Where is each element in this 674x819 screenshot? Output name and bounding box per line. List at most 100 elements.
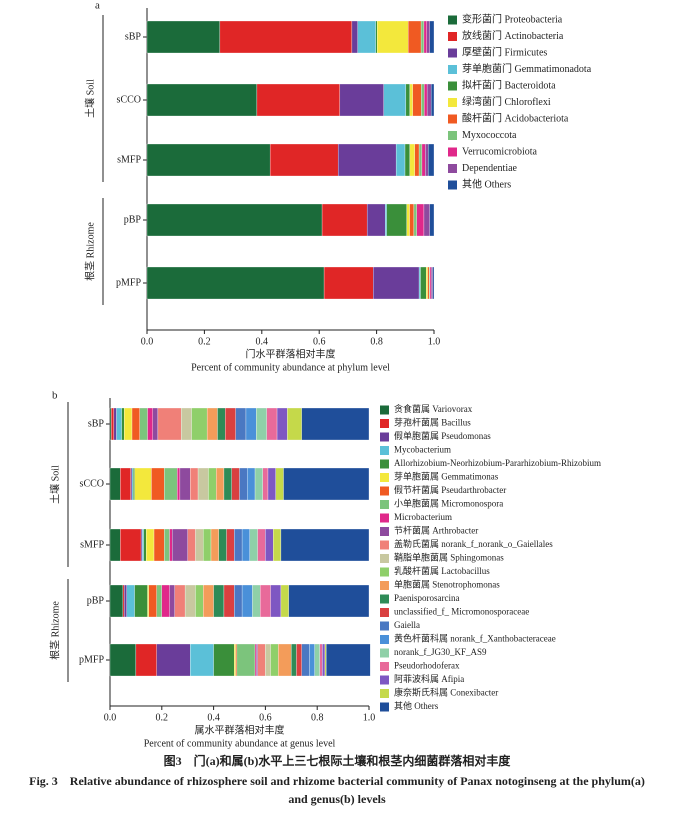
bar-segment [236,643,256,677]
y-tick-label: sBP [88,418,105,429]
panel-letter: b [52,390,58,402]
bar-segment [208,467,217,501]
bar-segment [420,266,427,300]
x-tick-label: 0.4 [256,336,269,347]
bar-segment [426,20,430,54]
bar-segment [217,407,226,441]
bar-segment [187,528,196,562]
legend-label: Verrucomicrobiota [462,146,538,157]
bar-segment [366,203,386,237]
legend-swatch [380,648,389,658]
bar-segment [169,528,173,562]
bar-segment [225,407,236,441]
legend-swatch [448,98,457,107]
bar-segment [210,528,219,562]
bar-segment [256,407,267,441]
bar-segment [134,467,152,501]
legend-label: Dependentiae [462,163,518,174]
legend-label: 其他 Others [462,177,511,190]
bar-segment [109,407,112,441]
legend-swatch [448,48,457,58]
legend-swatch [448,164,457,173]
bar-segment [195,584,204,618]
bar-segment [177,467,181,501]
bar-segment [427,266,430,300]
bar-segment [254,643,257,677]
bar-segment [322,643,326,677]
bar-segment [276,407,288,441]
legend-label: Paenisporosarcina [394,593,459,603]
bar-segment [412,83,422,117]
bar-segment [120,528,142,562]
legend-swatch [380,621,389,631]
x-tick-label: 0.0 [141,336,154,347]
legend-swatch [380,608,389,617]
bar-segment [301,643,310,677]
bar-segment [130,467,133,501]
bar-segment [257,643,266,677]
x-tick-label: 1.0 [363,712,376,723]
bar-segment [203,584,214,618]
bar-segment [418,143,423,177]
x-tick-label: 1.0 [428,336,441,347]
x-axis-label: 属水平群落相对丰度 [195,723,285,736]
bar-segment [287,407,302,441]
bar-segment [241,528,251,562]
bar-segment [413,203,417,237]
bar-segment [406,203,410,237]
bar-segment [131,407,140,441]
bar-segment [408,20,422,54]
legend-swatch [448,114,457,124]
bar-segment [280,584,289,618]
bar-segment [216,467,225,501]
bar-segment [113,407,117,441]
bar-segment [429,20,435,54]
legend-label: 黄色杆菌科属 norank_f_Xanthobacteraceae [394,633,556,644]
bar-segment [409,143,415,177]
x-tick-label: 0.6 [259,712,272,723]
bar-segment [428,143,435,177]
bar-segment [124,407,133,441]
x-tick-label: 0.8 [370,336,383,347]
bar-segment [146,20,221,54]
bar-segment [124,584,127,618]
group-label: 根茎 Rhizome [48,601,61,660]
legend-label: Gaiella [394,620,420,630]
bar-segment [409,83,413,117]
bar-segment [140,528,143,562]
legend-swatch [448,81,457,91]
legend-swatch [448,15,457,25]
x-tick-label: 0.6 [313,336,326,347]
bar-segment [234,643,236,677]
bar-segment [405,83,411,117]
y-tick-label: sMFP [117,154,141,165]
bar-segment [288,584,370,618]
legend-label: 放线菌门 Actinobacteria [462,29,564,42]
x-tick-label: 0.0 [104,712,117,723]
bar-segment [430,83,435,117]
legend-label: 贪食菌属 Variovorax [394,403,473,414]
legend-swatch [448,180,457,190]
caption-zh: 图3 门(a)和属(b)水平上三七根际土壤和根茎内细菌群落相对丰度 [164,753,512,768]
legend-swatch [380,446,389,455]
bar-segment [247,467,256,501]
legend-swatch [380,432,389,442]
bar-segment [120,467,131,501]
legend-swatch [380,675,389,685]
bar-segment [206,407,218,441]
bar-segment [432,266,435,300]
bar-segment [231,467,240,501]
bar-segment [195,528,204,562]
legend-label: 绿湾菌门 Chloroflexi [462,95,551,108]
bar-segment [262,467,269,501]
x-tick-label: 0.2 [156,712,169,723]
bar-segment [146,83,258,117]
group-label: 土壤 Soil [48,465,61,504]
bar-segment [190,467,199,501]
bar-segment [424,83,428,117]
bar-segment [174,584,186,618]
legend-label: 厚壁菌门 Firmicutes [462,45,547,58]
bar-segment [386,203,407,237]
bar-segment [339,83,384,117]
bar-segment [151,467,165,501]
